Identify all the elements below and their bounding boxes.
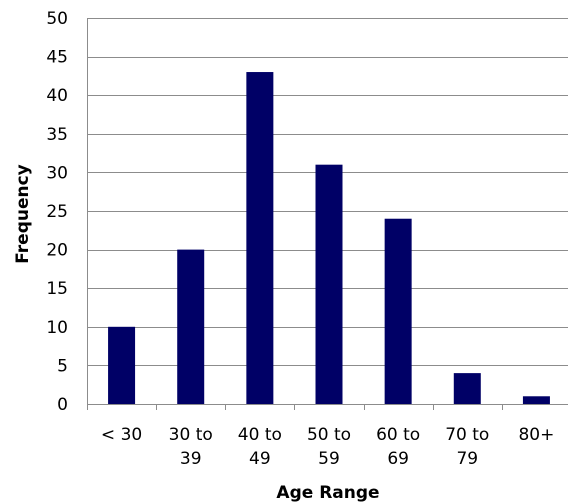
x-tick-label-line: 69 — [387, 449, 409, 469]
x-axis-title: Age Range — [276, 483, 379, 503]
x-tick-label: 40 to 49 — [238, 425, 282, 469]
bar — [108, 326, 136, 404]
x-tick-label: 80+ — [518, 425, 554, 445]
x-tick-label: 70 to 79 — [445, 425, 489, 469]
x-tick-label: 30 to 39 — [169, 425, 213, 469]
x-tick-label-line: 59 — [318, 449, 340, 469]
x-tick-label-line: 80+ — [518, 425, 554, 445]
bar — [522, 396, 550, 404]
y-tick-label: 20 — [46, 241, 68, 261]
x-tick-label-line: 49 — [249, 449, 271, 469]
bar — [246, 72, 274, 404]
bar — [384, 218, 412, 404]
y-tick-label: 5 — [57, 356, 68, 376]
x-tick-label: < 30 — [101, 425, 142, 445]
x-tick-label-line: 30 to — [169, 425, 213, 445]
bars — [108, 72, 550, 404]
x-tick-label: 50 to 59 — [307, 425, 351, 469]
x-tick-label-line: 70 to — [445, 425, 489, 445]
bar — [177, 249, 205, 404]
y-tick-label: 45 — [46, 48, 68, 68]
y-axis-title: Frequency — [13, 164, 33, 264]
y-tick-label: 40 — [46, 86, 68, 106]
y-tick-label: 50 — [46, 9, 68, 29]
bar — [315, 164, 343, 404]
x-tick-label-line: 79 — [456, 449, 478, 469]
y-tick-label: 10 — [46, 318, 68, 338]
y-tick-label: 30 — [46, 163, 68, 183]
y-axis-ticks: 0 5 10 15 20 25 30 35 40 45 50 — [46, 9, 68, 415]
y-tick-label: 25 — [46, 202, 68, 222]
x-tick-label-line: 39 — [180, 449, 202, 469]
x-tick-label-line: 40 to — [238, 425, 282, 445]
y-tick-label: 15 — [46, 279, 68, 299]
x-tick-label-line: 50 to — [307, 425, 351, 445]
y-tick-label: 0 — [57, 395, 68, 415]
bar — [453, 373, 481, 404]
x-tick-label-line: 60 to — [376, 425, 420, 445]
x-axis — [87, 18, 568, 410]
x-axis-ticks: < 30 30 to 39 40 to 49 50 to 59 60 to 69 70 to 79 8… — [101, 425, 554, 469]
x-tick-label: 60 to 69 — [376, 425, 420, 469]
y-tick-label: 35 — [46, 125, 68, 145]
x-tick-label-line: < 30 — [101, 425, 142, 445]
